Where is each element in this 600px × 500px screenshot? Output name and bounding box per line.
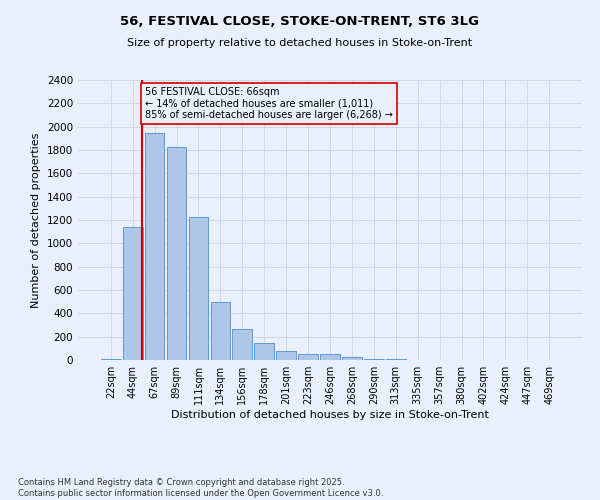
- Bar: [232, 329, 252, 360]
- Bar: [254, 343, 274, 360]
- Bar: [320, 354, 340, 360]
- Text: Contains HM Land Registry data © Crown copyright and database right 2025.
Contai: Contains HM Land Registry data © Crown c…: [18, 478, 383, 498]
- Bar: [145, 132, 164, 360]
- Bar: [167, 146, 187, 360]
- Bar: [188, 216, 208, 360]
- Text: 56 FESTIVAL CLOSE: 66sqm
← 14% of detached houses are smaller (1,011)
85% of sem: 56 FESTIVAL CLOSE: 66sqm ← 14% of detach…: [145, 87, 393, 120]
- Bar: [101, 359, 121, 360]
- Bar: [211, 302, 230, 360]
- Text: 56, FESTIVAL CLOSE, STOKE-ON-TRENT, ST6 3LG: 56, FESTIVAL CLOSE, STOKE-ON-TRENT, ST6 …: [121, 15, 479, 28]
- Y-axis label: Number of detached properties: Number of detached properties: [31, 132, 41, 308]
- Text: Size of property relative to detached houses in Stoke-on-Trent: Size of property relative to detached ho…: [127, 38, 473, 48]
- Bar: [298, 354, 318, 360]
- Bar: [276, 350, 296, 360]
- X-axis label: Distribution of detached houses by size in Stoke-on-Trent: Distribution of detached houses by size …: [171, 410, 489, 420]
- Bar: [123, 227, 143, 360]
- Bar: [342, 357, 362, 360]
- Bar: [364, 359, 384, 360]
